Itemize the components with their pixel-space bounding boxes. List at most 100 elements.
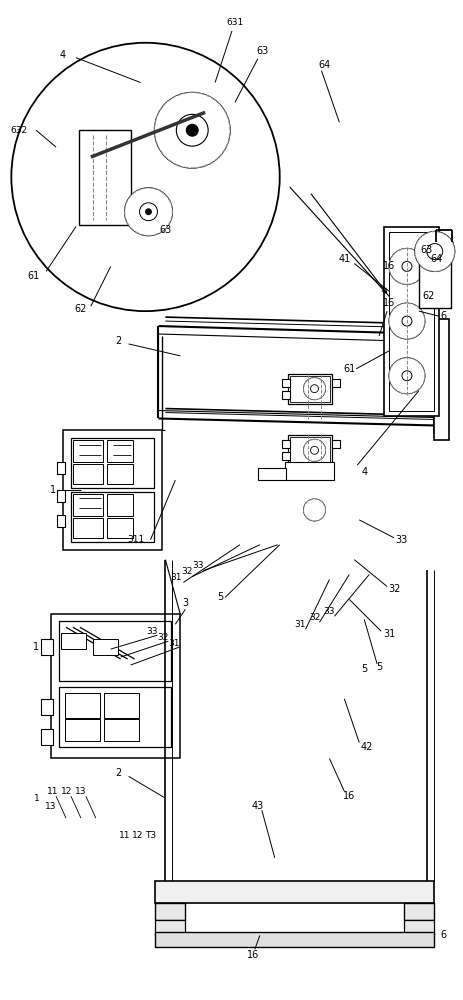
Bar — [257, 468, 285, 480]
Text: 32: 32 — [387, 584, 400, 594]
Text: 43: 43 — [251, 801, 263, 811]
Bar — [106, 464, 132, 484]
Circle shape — [154, 92, 230, 168]
Circle shape — [414, 232, 454, 271]
Text: 32: 32 — [308, 613, 319, 622]
Text: 31: 31 — [170, 573, 181, 582]
Text: 63: 63 — [256, 46, 269, 56]
Bar — [281, 391, 289, 399]
Circle shape — [145, 209, 151, 215]
Bar — [281, 379, 289, 387]
Bar — [106, 494, 132, 516]
Bar — [433, 319, 448, 440]
Circle shape — [154, 92, 230, 168]
Text: 1: 1 — [50, 485, 56, 495]
Circle shape — [303, 378, 325, 400]
Text: 13: 13 — [45, 802, 56, 811]
Bar — [287, 435, 332, 465]
Bar — [57, 462, 65, 474]
Text: 6: 6 — [440, 311, 446, 321]
Bar — [155, 932, 433, 947]
Bar — [93, 639, 118, 655]
Bar — [71, 438, 154, 488]
Bar — [41, 639, 53, 655]
Bar — [59, 687, 171, 747]
Bar — [73, 518, 103, 538]
Bar — [383, 227, 438, 416]
Bar — [403, 903, 433, 920]
Bar — [65, 719, 100, 741]
Bar — [65, 693, 100, 718]
Text: 5: 5 — [375, 662, 382, 672]
Bar — [61, 633, 86, 649]
Bar — [51, 614, 180, 758]
Circle shape — [125, 188, 172, 236]
Bar — [281, 440, 289, 448]
Bar — [155, 881, 433, 903]
Circle shape — [426, 244, 442, 259]
Bar — [104, 693, 138, 718]
Bar — [287, 374, 332, 404]
Bar — [71, 492, 154, 542]
Bar — [433, 326, 443, 433]
Bar — [73, 494, 103, 516]
Circle shape — [186, 124, 198, 136]
Bar — [281, 452, 289, 460]
Bar — [41, 729, 53, 745]
Circle shape — [388, 358, 424, 394]
Text: 13: 13 — [75, 787, 87, 796]
Text: 33: 33 — [323, 607, 334, 616]
Bar — [41, 699, 53, 715]
Bar — [388, 232, 433, 411]
Bar — [73, 464, 103, 484]
Circle shape — [310, 385, 318, 393]
Text: 12: 12 — [131, 831, 143, 840]
Bar — [106, 440, 132, 462]
Text: 16: 16 — [382, 298, 394, 308]
Text: 2: 2 — [115, 336, 122, 346]
Text: 62: 62 — [422, 291, 434, 301]
Text: 16: 16 — [382, 261, 394, 271]
Bar — [403, 920, 433, 935]
Circle shape — [414, 232, 454, 271]
Circle shape — [388, 303, 424, 339]
Text: 32: 32 — [157, 633, 169, 642]
Text: 61: 61 — [343, 364, 355, 374]
Bar — [57, 490, 65, 502]
Text: 11: 11 — [47, 787, 59, 796]
Circle shape — [11, 43, 279, 311]
Bar — [289, 437, 330, 463]
Bar — [104, 719, 138, 741]
Text: T3: T3 — [144, 831, 156, 840]
Text: 42: 42 — [360, 742, 373, 752]
Text: 311: 311 — [127, 535, 144, 544]
Circle shape — [303, 439, 325, 461]
Text: 64: 64 — [318, 60, 330, 70]
Circle shape — [310, 446, 318, 454]
Text: 63: 63 — [420, 245, 432, 255]
Text: 33: 33 — [146, 627, 158, 636]
Text: 16: 16 — [343, 791, 355, 801]
Circle shape — [401, 371, 411, 381]
Text: 1: 1 — [33, 642, 39, 652]
Text: 4: 4 — [360, 467, 367, 477]
Bar — [59, 621, 171, 681]
Text: 31: 31 — [168, 639, 180, 648]
Bar — [73, 440, 103, 462]
Text: 632: 632 — [11, 126, 28, 135]
Text: 64: 64 — [430, 254, 442, 264]
Bar — [57, 515, 65, 527]
Bar — [79, 130, 130, 225]
Text: 61: 61 — [27, 271, 39, 281]
Text: 5: 5 — [217, 592, 223, 602]
Circle shape — [303, 499, 325, 521]
Bar — [332, 440, 340, 448]
Circle shape — [176, 114, 208, 146]
Text: 6: 6 — [440, 930, 446, 940]
Text: 4: 4 — [60, 50, 66, 60]
Circle shape — [125, 188, 172, 236]
Circle shape — [388, 303, 424, 339]
Circle shape — [401, 261, 411, 271]
Bar — [155, 903, 185, 920]
Bar — [106, 518, 132, 538]
